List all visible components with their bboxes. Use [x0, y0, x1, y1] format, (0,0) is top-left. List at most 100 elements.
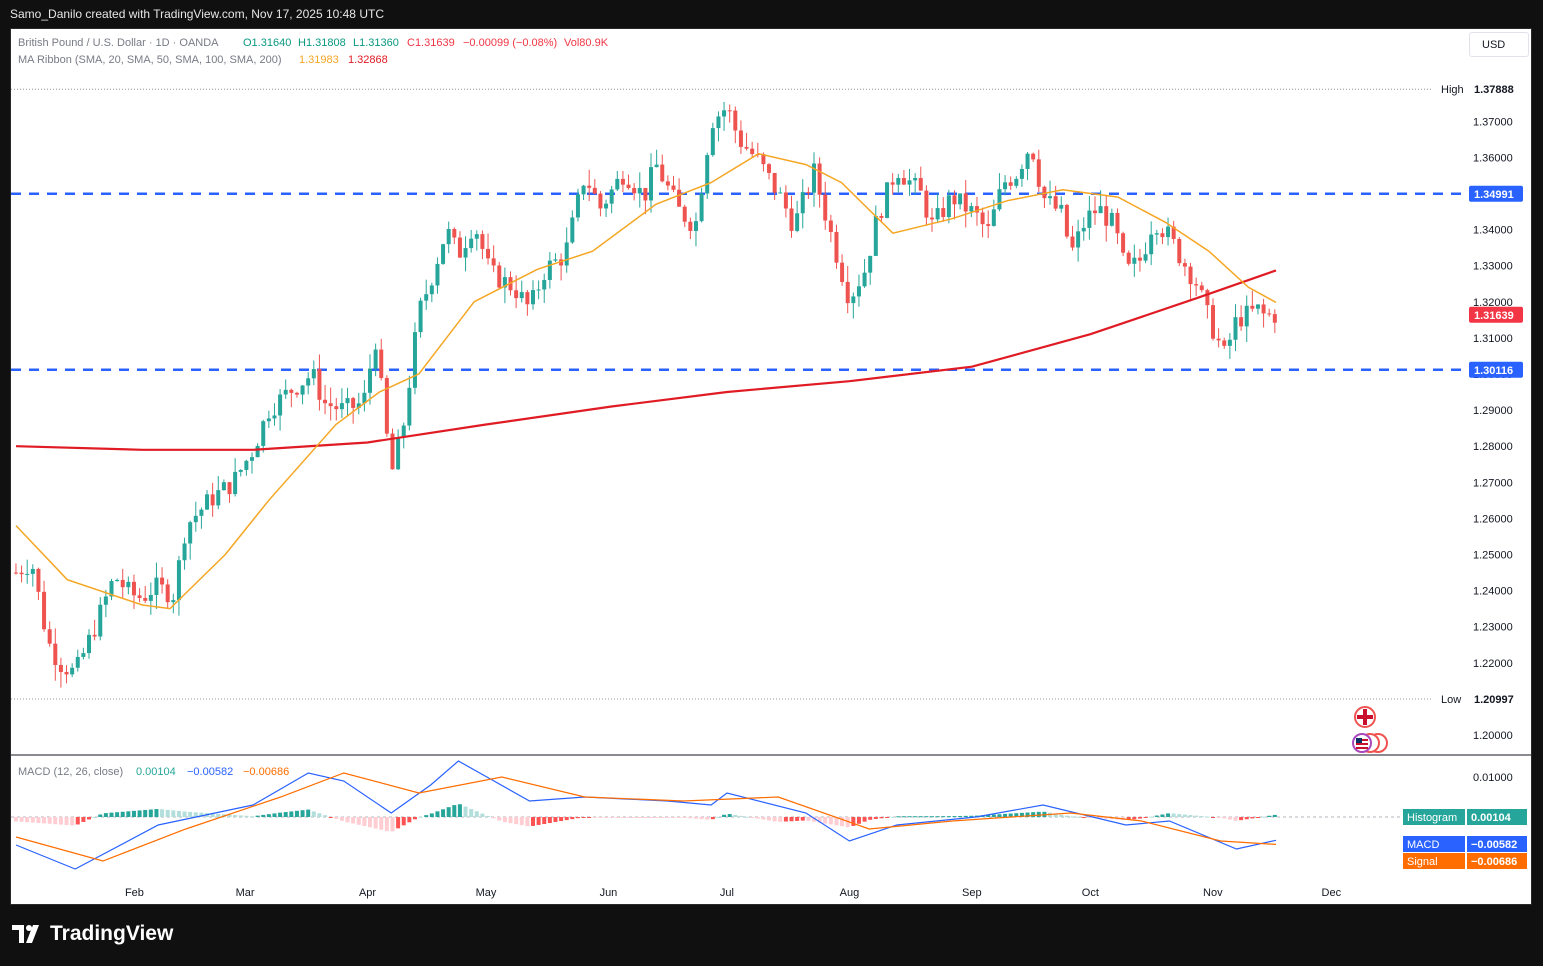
candle-up [547, 260, 552, 280]
histogram-bar [901, 816, 906, 818]
candle-up [1025, 153, 1030, 169]
candle-down [1036, 159, 1041, 187]
histogram-bar [705, 817, 710, 820]
candle-up [311, 369, 316, 379]
us-flag-icon[interactable] [1352, 733, 1388, 753]
candle-up [75, 656, 80, 668]
candle-up [115, 579, 120, 582]
chart-frame[interactable]: 1.200001.210001.220001.230001.240001.250… [10, 28, 1532, 905]
histogram-bar [1104, 817, 1109, 819]
level-upper-value: 1.34991 [1474, 189, 1514, 201]
candle-up [1081, 227, 1086, 232]
candle-up [1019, 168, 1024, 179]
level-lower-tag[interactable] [1469, 361, 1523, 378]
price-axis-tick: 1.31000 [1473, 333, 1513, 345]
candle-down [840, 262, 845, 282]
histogram-bar [502, 817, 507, 823]
candle-down [643, 187, 648, 201]
histogram-bar [637, 817, 642, 818]
time-axis-tick: Oct [1082, 887, 1099, 899]
candle-up [126, 581, 131, 588]
histogram-bar [216, 813, 221, 817]
legend-close: C1.31639 [407, 37, 455, 49]
histogram-bar [294, 810, 299, 817]
histogram-bar [699, 817, 704, 820]
histogram-bar [767, 817, 772, 821]
candle-up [171, 600, 176, 603]
histogram-bar [778, 817, 783, 822]
candle-down [1211, 305, 1216, 339]
time-axis-tick: Sep [962, 887, 982, 899]
histogram-bar [25, 817, 30, 823]
candle-up [435, 263, 440, 286]
candle-up [109, 581, 114, 597]
low-tag[interactable] [1469, 690, 1523, 707]
high-tag[interactable] [1469, 81, 1523, 98]
candle-down [143, 597, 148, 601]
histogram-bar [930, 816, 935, 818]
uk-flag-icon[interactable] [1354, 706, 1376, 728]
histogram-bar [879, 817, 884, 819]
candle-up [1132, 257, 1137, 264]
legend-open: O1.31640 [243, 37, 291, 49]
histogram-bar [1194, 815, 1199, 817]
tradingview-logo[interactable]: TradingView [12, 922, 173, 946]
candle-down [47, 629, 52, 644]
histogram-bar [311, 811, 316, 817]
price-axis-tick: 1.26000 [1473, 513, 1513, 525]
candle-up [401, 425, 406, 438]
candle-down [525, 292, 530, 305]
candle-down [682, 206, 687, 222]
legend-macd-hist: 0.00104 [136, 766, 176, 778]
candle-up [907, 180, 912, 185]
legend-macd-title: MACD (12, 26, close) [18, 766, 123, 778]
candle-up [609, 189, 614, 204]
histogram-bar [137, 810, 142, 817]
candle-down [289, 389, 294, 393]
candle-down [351, 398, 356, 408]
histogram-tag[interactable] [1467, 809, 1527, 825]
candle-up [272, 415, 277, 419]
histogram-bar [182, 811, 187, 817]
candle-down [974, 206, 979, 213]
histogram-bar [856, 817, 861, 824]
price-axis-tick: 1.32000 [1473, 297, 1513, 309]
histogram-bar [429, 813, 434, 817]
chart-svg[interactable]: 1.200001.210001.220001.230001.240001.250… [11, 29, 1531, 904]
time-axis-tick: Dec [1322, 887, 1342, 899]
last-price-tag[interactable] [1469, 306, 1523, 323]
histogram-bar [963, 815, 968, 817]
candle-up [373, 349, 378, 369]
signal-tag[interactable] [1467, 853, 1527, 869]
histogram-bar [615, 817, 620, 818]
candle-down [53, 643, 58, 665]
candle-up [1154, 233, 1159, 235]
candle-down [924, 190, 929, 218]
tradingview-logo-icon [12, 925, 39, 943]
candle-down [772, 172, 777, 193]
price-axis-tick: 1.33000 [1473, 261, 1513, 273]
level-upper-tag[interactable] [1469, 185, 1523, 202]
histogram-bar [199, 812, 204, 817]
histogram-bar [941, 816, 946, 818]
histogram-bar [738, 815, 743, 817]
histogram-bar [1255, 817, 1260, 818]
histogram-bar [671, 817, 676, 818]
currency-button[interactable]: USD [1469, 32, 1529, 57]
last-price-value: 1.31639 [1474, 310, 1514, 322]
legend-ma-value1: 1.31983 [299, 54, 339, 66]
macd-tag[interactable] [1467, 836, 1527, 852]
histogram-bar [1205, 816, 1210, 818]
histogram-bar [1003, 813, 1008, 817]
histogram-bar [19, 817, 24, 822]
candle-up [255, 445, 260, 458]
histogram-bar [609, 817, 614, 818]
candle-down [733, 110, 738, 131]
histogram-bar [890, 816, 895, 818]
candle-down [1137, 257, 1142, 261]
candle-down [379, 349, 384, 379]
histogram-bar [87, 817, 92, 820]
candle-down [587, 185, 592, 188]
candle-down [390, 433, 395, 470]
candle-up [946, 195, 951, 218]
